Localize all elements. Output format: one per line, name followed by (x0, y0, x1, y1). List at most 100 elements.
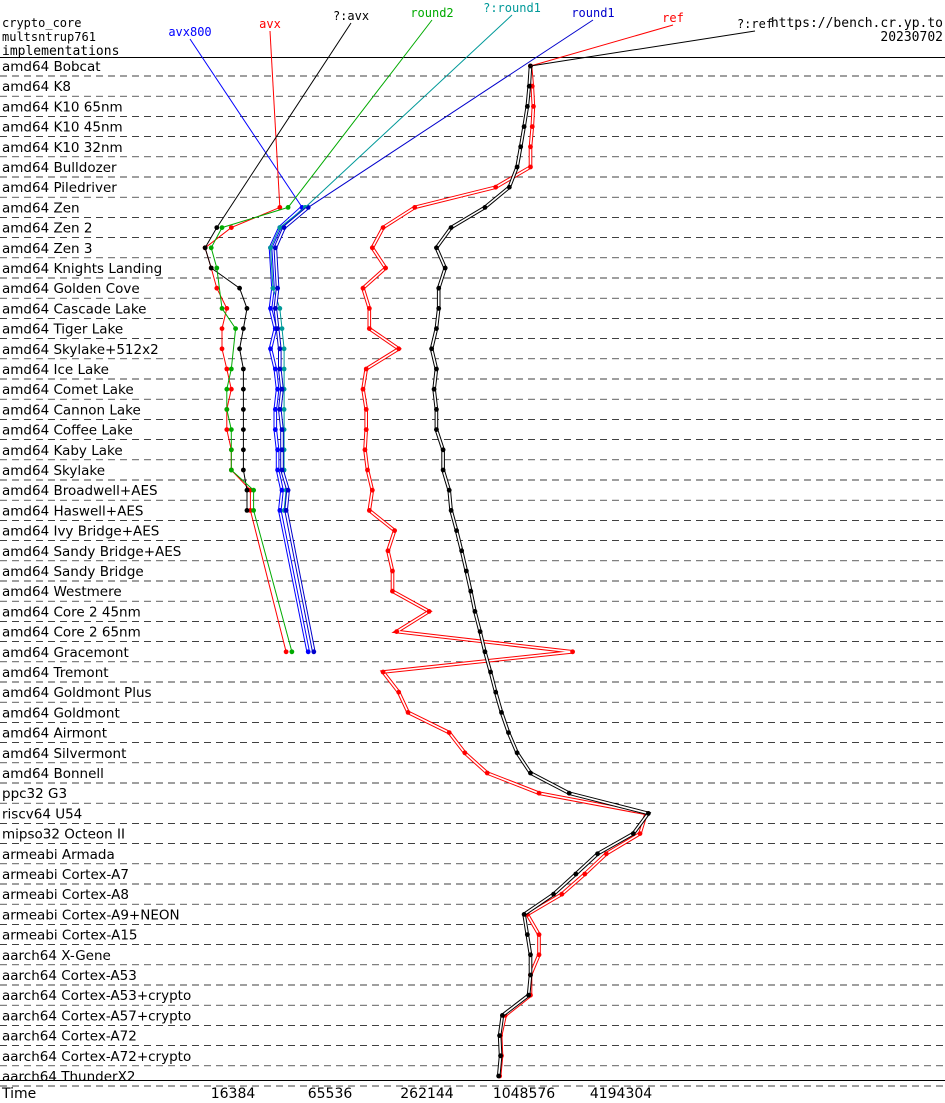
point-ref-amd64-core-2-65nm (394, 629, 400, 634)
x-tick-262144: 262144 (400, 1086, 454, 1102)
point-ref-mipso32-octeon-ii (637, 831, 643, 836)
point-ref-amd64-sandy-bridge-aes (385, 548, 391, 554)
grid-layer (0, 57, 945, 1087)
category-label-amd64-broadwell-aes: amd64 Broadwell+AES (2, 483, 158, 499)
point-ref-amd64-comet-lake (360, 386, 366, 392)
point-round1-amd64-gracemont (311, 649, 317, 655)
text-layer: crypto_core multsntrup761 implementation… (1, 16, 943, 1102)
category-label-amd64-airmont: amd64 Airmont (2, 726, 107, 742)
category-label-amd64-tiger-lake: amd64 Tiger Lake (2, 322, 123, 338)
point-ref-amd64-bonnell (484, 770, 490, 776)
point-avx800-amd64-comet-lake (275, 386, 281, 392)
point-ref-armeabi-cortex-a7 (582, 871, 588, 877)
header-right-line-1: https://bench.cr.yp.to (771, 16, 943, 31)
category-label-armeabi-cortex-a15: armeabi Cortex-A15 (2, 928, 138, 944)
point-avx800-amd64-haswell-aes (277, 508, 283, 513)
point-round2-amd64-tiger-lake (233, 326, 238, 331)
point-ref-ppc32-g3 (536, 790, 542, 796)
point-ref-aarch64-x-gene (536, 952, 542, 958)
category-label-amd64-silvermont: amd64 Silvermont (2, 746, 126, 762)
point-ref-aarch64-cortex-a72 (497, 1033, 503, 1038)
category-label-amd64-westmere: amd64 Westmere (2, 584, 122, 600)
point-ref-amd64-knights-landing (383, 265, 388, 271)
series-line-inner-round1 (274, 206, 315, 652)
point-ref-amd64-sandy-bridge (463, 568, 469, 574)
category-label-aarch64-x-gene: aarch64 X-Gene (2, 948, 111, 964)
point-ref-aarch64-cortex-a53 (528, 972, 533, 978)
point-ref-amd64-goldmont (499, 710, 504, 715)
point-round1-amd64-cascade-lake (277, 306, 283, 311)
legend-layer: avx800 avx ?:avx round2 ?:round1 round1 ref ?:r… (168, 1, 773, 228)
point-ref-amd64-skylake-512x2 (429, 346, 435, 352)
category-label-riscv64-u54: riscv64 U54 (2, 806, 82, 822)
point-round2-amd64-gracemont (289, 649, 295, 655)
category-label-amd64-k10-32nm: amd64 K10 32nm (2, 140, 123, 156)
point-ref-amd64-bulldozer (514, 164, 520, 170)
point-ref-amd64-gracemont (482, 649, 488, 655)
point-avx-amd64-cannon-lake (240, 407, 246, 412)
category-label-amd64-zen-2: amd64 Zen 2 (2, 221, 92, 237)
point-ref-amd64-k10-45nm (521, 124, 527, 129)
point-round1-amd64-ice-lake (281, 366, 287, 372)
category-label-amd64-coffee-lake: amd64 Coffee Lake (2, 423, 133, 439)
category-label-amd64-sandy-bridge: amd64 Sandy Bridge (2, 564, 144, 580)
point-avx-amd64-comet-lake (240, 386, 246, 392)
legend-leader-avx800 (189, 38, 303, 208)
category-label-aarch64-thunderx2: aarch64 ThunderX2 (2, 1069, 135, 1085)
category-label-amd64-zen: amd64 Zen (2, 200, 80, 216)
point-avx800-amd64-broadwell-aes (279, 487, 285, 493)
point-ref-amd64-knights-landing (442, 265, 448, 271)
point-ref-amd64-piledriver (493, 184, 499, 190)
legend-label-round2: round2 (410, 6, 453, 20)
point-round1-amd64-cannon-lake (277, 407, 283, 412)
point-round1-amd64-skylake-512x2 (277, 346, 283, 352)
category-label-aarch64-cortex-a72: aarch64 Cortex-A72 (2, 1029, 137, 1045)
point-ref-amd64-airmont (446, 730, 452, 735)
point-avx-amd64-coffee-lake (224, 427, 230, 432)
point-avx800-amd64-kaby-lake (275, 447, 281, 453)
point-ref-amd64-piledriver (506, 184, 512, 190)
point-avx-amd64-ice-lake (224, 366, 230, 372)
category-label-amd64-skylake: amd64 Skylake (2, 463, 105, 479)
x-tick-1048576: 1048576 (493, 1086, 555, 1102)
point-ref-amd64-core-2-65nm (477, 629, 483, 634)
point-avx-amd64-knights-landing (208, 265, 214, 271)
point-ref-amd64-k10-45nm (529, 124, 535, 129)
point-ref-amd64-tiger-lake (434, 326, 439, 331)
point-round1-amd64-golden-cove (275, 285, 281, 291)
point-ref-amd64-zen (412, 205, 418, 210)
legend-leader-avx (216, 22, 352, 228)
category-label-amd64-gracemont: amd64 Gracemont (2, 645, 129, 661)
point-round1-amd64-comet-lake (279, 386, 285, 392)
point-ref-armeabi-cortex-a8 (559, 891, 565, 897)
point-ref-amd64-ice-lake (434, 366, 439, 372)
point-ref-amd64-zen-2 (448, 225, 454, 231)
point-round2-amd64-kaby-lake (228, 447, 234, 453)
category-label-amd64-bobcat: amd64 Bobcat (2, 59, 101, 75)
point-ref-amd64-zen-3 (434, 245, 439, 251)
point-round1-amd64-kaby-lake (279, 447, 285, 453)
point-avx-amd64-coffee-lake (240, 427, 246, 432)
category-label-amd64-core-2-45nm: amd64 Core 2 45nm (2, 604, 141, 620)
category-label-amd64-bonnell: amd64 Bonnell (2, 766, 104, 782)
point-round1-amd64-skylake (279, 467, 285, 473)
point-avx800-amd64-cannon-lake (272, 407, 278, 412)
point-ref-aarch64-x-gene (528, 952, 533, 958)
point-ref-amd64-cascade-lake (366, 306, 372, 311)
point-round2-amd64-coffee-lake (228, 427, 234, 432)
point-avx800-amd64-skylake-512x2 (268, 346, 273, 352)
point-avx-amd64-skylake (240, 467, 246, 473)
point-avx800-amd64-ice-lake (272, 366, 278, 372)
legend-leader-avx (269, 30, 281, 208)
point-avx-amd64-zen-2 (228, 225, 234, 231)
point-avx800-amd64-coffee-lake (272, 427, 278, 432)
point-ref-amd64-zen-3 (369, 245, 375, 251)
point-round1-amd64-zen-3 (268, 245, 273, 251)
point-round1-amd64-skylake-512x2 (281, 346, 287, 352)
series-layer (202, 63, 652, 1079)
legend-label-avx: avx (259, 17, 281, 31)
category-label-amd64-k10-45nm: amd64 K10 45nm (2, 120, 123, 136)
legend-label-round1: round1 (571, 6, 614, 20)
point-ref-amd64-westmere (390, 588, 395, 594)
point-ref-aarch64-cortex-a72-crypto (498, 1053, 503, 1059)
